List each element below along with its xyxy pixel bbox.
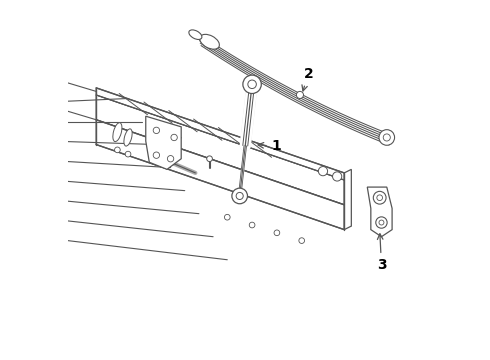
Circle shape (236, 192, 243, 199)
Ellipse shape (113, 123, 122, 141)
Polygon shape (368, 187, 392, 237)
Circle shape (383, 134, 391, 141)
Circle shape (249, 222, 255, 228)
Circle shape (125, 151, 131, 157)
Circle shape (376, 217, 387, 228)
Circle shape (377, 195, 383, 201)
Ellipse shape (124, 129, 132, 146)
Text: 2: 2 (302, 67, 313, 91)
Circle shape (373, 192, 386, 204)
Circle shape (207, 156, 212, 162)
Circle shape (168, 156, 174, 162)
Circle shape (296, 91, 303, 99)
Circle shape (243, 75, 261, 94)
Circle shape (333, 172, 342, 181)
Ellipse shape (200, 34, 220, 49)
Circle shape (299, 238, 305, 243)
Polygon shape (96, 88, 344, 180)
Polygon shape (146, 116, 181, 169)
Text: 1: 1 (258, 139, 281, 153)
Polygon shape (344, 169, 351, 230)
Circle shape (153, 127, 160, 134)
Circle shape (379, 130, 394, 145)
Circle shape (115, 147, 120, 153)
Circle shape (171, 134, 177, 141)
Circle shape (232, 188, 247, 204)
Circle shape (274, 230, 280, 236)
Text: 3: 3 (377, 234, 386, 272)
Circle shape (153, 152, 160, 158)
Circle shape (379, 220, 384, 225)
Circle shape (318, 167, 328, 176)
Circle shape (224, 215, 230, 220)
Ellipse shape (189, 30, 202, 40)
Polygon shape (96, 120, 344, 230)
Polygon shape (96, 95, 344, 205)
Circle shape (248, 80, 256, 89)
